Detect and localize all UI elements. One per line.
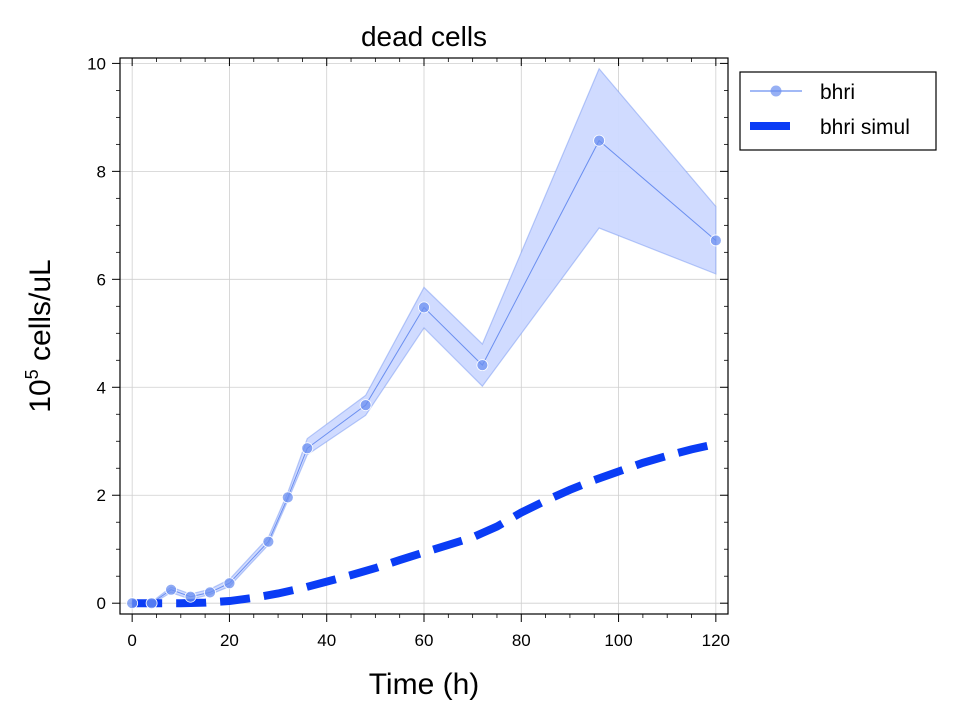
data-point-bhri [709,234,722,247]
data-point-bhri [281,491,294,504]
data-point-bhri [126,597,139,610]
legend: bhri bhri simul [739,71,937,151]
data-point-bhri [262,535,275,548]
legend-label-bhri: bhri [820,81,855,104]
axis-ticks: 0 20 40 60 80 100 120 0 2 4 6 8 10 [87,54,730,650]
data-point-bhri [359,399,372,411]
band-bhri [131,67,717,605]
data-point-bhri [418,301,430,314]
legend-swatch-bhri-marker [770,85,782,97]
data-point-bhri [476,359,489,372]
y-tick-label: 4 [97,378,106,397]
data-point-bhri [165,583,177,596]
legend-box [739,71,937,151]
chart-title: dead cells [361,21,487,52]
y-tick-label: 0 [97,594,106,613]
data-point-bhri [145,597,158,610]
y-tick-label: 10 [87,54,106,73]
x-tick-label: 0 [127,631,136,650]
series-line-bhri-simul [132,440,717,608]
x-tick-label: 20 [220,631,239,650]
x-tick-label: 40 [317,631,336,650]
y-tick-label: 8 [97,162,106,181]
data-point-bhri [593,134,606,147]
x-axis-label: Time (h) [369,668,480,701]
data-point-bhri [223,577,236,590]
y-tick-label: 6 [97,270,106,289]
legend-label-bhri-simul: bhri simul [820,116,910,139]
y-axis-label-exponent: 5 [22,369,42,379]
y-axis-label-prefix: 10 [24,379,57,412]
data-point-bhri [184,590,197,603]
x-tick-label: 60 [415,631,434,650]
y-tick-label: 2 [97,486,106,505]
y-axis-label: 105 cells/uL [22,259,57,412]
data-point-bhri [301,442,314,455]
x-tick-label: 120 [702,631,730,650]
x-tick-label: 100 [604,631,632,650]
x-tick-label: 80 [512,631,531,650]
y-axis-label-suffix: cells/uL [24,259,57,369]
confidence-bands [131,67,717,605]
data-point-bhri [204,586,216,599]
series-markers [126,134,722,610]
